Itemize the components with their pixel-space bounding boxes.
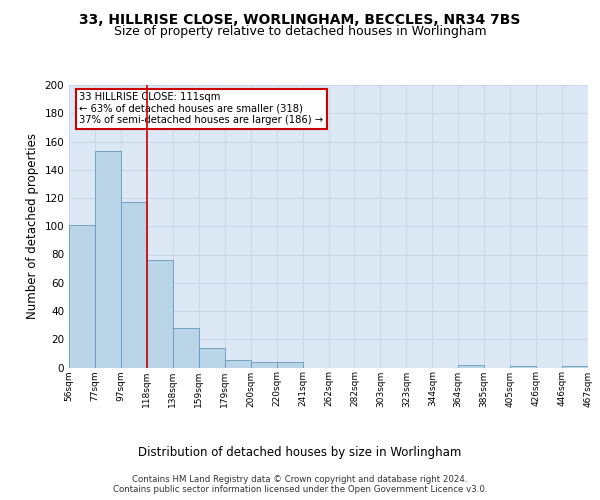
Bar (199, 348, 224, 368)
Bar (147, 260, 173, 368)
Bar (562, 366, 588, 368)
Bar (251, 362, 277, 368)
Bar (510, 366, 536, 368)
Text: Size of property relative to detached houses in Worlingham: Size of property relative to detached ho… (113, 25, 487, 38)
Text: 33, HILLRISE CLOSE, WORLINGHAM, BECCLES, NR34 7BS: 33, HILLRISE CLOSE, WORLINGHAM, BECCLES,… (79, 12, 521, 26)
Bar (121, 202, 147, 368)
Bar (277, 362, 302, 368)
Text: Contains HM Land Registry data © Crown copyright and database right 2024.
Contai: Contains HM Land Registry data © Crown c… (113, 474, 487, 494)
Bar (458, 364, 484, 368)
Text: Distribution of detached houses by size in Worlingham: Distribution of detached houses by size … (139, 446, 461, 459)
Y-axis label: Number of detached properties: Number of detached properties (26, 133, 39, 320)
Text: 33 HILLRISE CLOSE: 111sqm
← 63% of detached houses are smaller (318)
37% of semi: 33 HILLRISE CLOSE: 111sqm ← 63% of detac… (79, 92, 323, 126)
Bar (69, 225, 95, 368)
Bar (95, 152, 121, 368)
Bar (225, 360, 251, 368)
Bar (173, 328, 199, 368)
